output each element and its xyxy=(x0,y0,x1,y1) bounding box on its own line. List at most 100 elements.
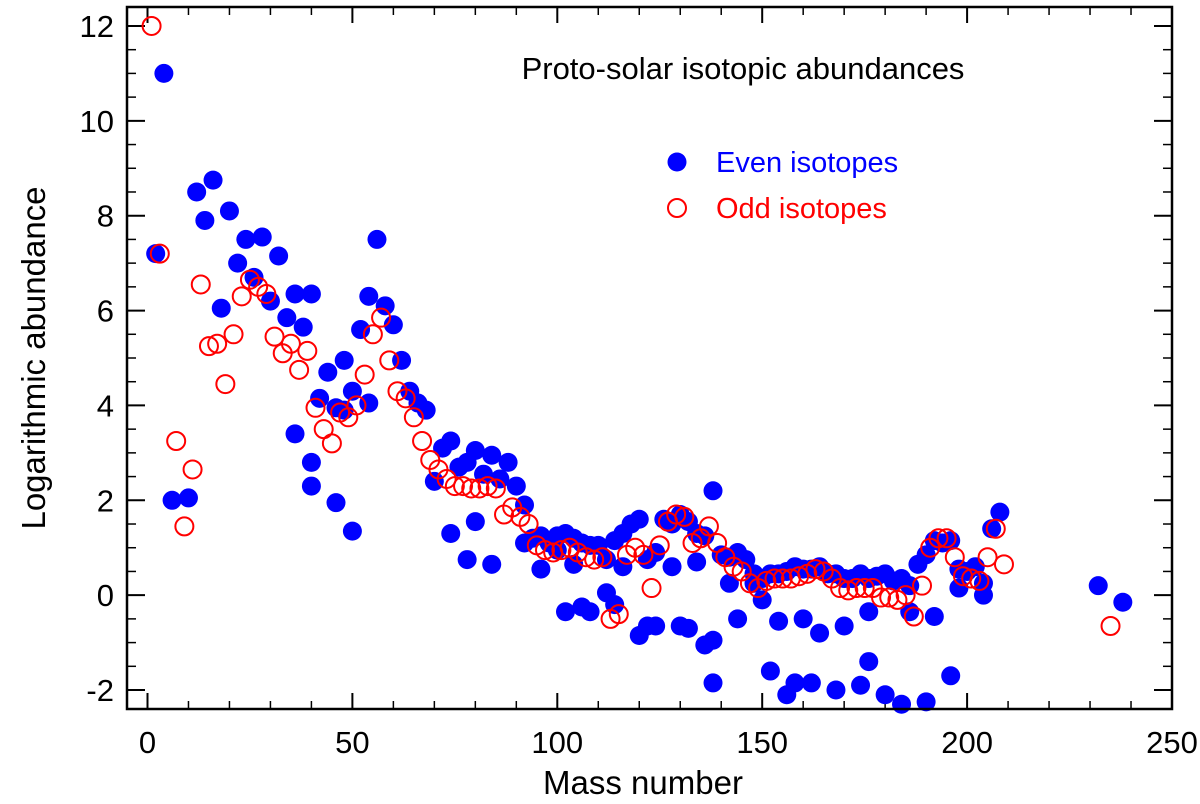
even-isotope-point xyxy=(834,616,854,636)
even-isotope-point xyxy=(228,253,248,273)
odd-isotope-point xyxy=(403,407,424,428)
even-isotope-point xyxy=(211,298,231,318)
odd-isotope-point xyxy=(993,554,1014,575)
odd-isotope-point xyxy=(895,585,916,606)
legend-odd-label: Odd isotopes xyxy=(716,193,887,225)
odd-isotope-point xyxy=(1100,615,1121,636)
even-isotope-point xyxy=(490,469,510,489)
odd-isotope-point xyxy=(608,604,629,625)
even-isotope-point xyxy=(285,284,305,304)
even-isotope-point xyxy=(293,317,313,337)
even-isotope-point xyxy=(646,616,666,636)
odd-isotope-point xyxy=(944,547,965,568)
even-isotope-point xyxy=(310,388,330,408)
even-isotope-point xyxy=(482,554,502,574)
even-isotope-point xyxy=(555,602,575,622)
even-isotope-point xyxy=(875,685,895,705)
even-isotope-point xyxy=(269,246,289,266)
even-isotope-point xyxy=(924,607,944,627)
x-axis-title: Mass number xyxy=(543,764,743,801)
odd-isotope-point xyxy=(846,578,867,599)
odd-isotope-point xyxy=(879,587,900,608)
even-isotope-point xyxy=(351,320,371,340)
even-isotope-point xyxy=(465,512,485,532)
odd-isotope-point xyxy=(469,478,490,499)
odd-isotope-point xyxy=(395,388,416,409)
odd-isotope-point xyxy=(551,540,572,561)
odd-isotope-point xyxy=(854,578,875,599)
odd-isotope-point xyxy=(977,547,998,568)
even-isotope-point xyxy=(203,170,223,190)
even-isotope-point xyxy=(441,524,461,543)
even-isotope-point xyxy=(154,63,174,83)
odd-isotope-point xyxy=(379,350,400,371)
y-tick-label: 0 xyxy=(97,578,114,613)
even-isotope-point xyxy=(916,692,936,712)
odd-isotope-point xyxy=(641,578,662,599)
even-isotope-point xyxy=(318,362,338,382)
even-isotope-point xyxy=(301,284,321,304)
even-isotope-point xyxy=(236,229,256,249)
even-isotope-point xyxy=(146,244,166,264)
odd-isotope-point xyxy=(592,547,613,568)
odd-isotope-point xyxy=(354,364,375,385)
even-isotope-point xyxy=(769,611,789,631)
odd-isotope-point xyxy=(838,580,859,601)
even-isotope-point xyxy=(892,694,912,714)
even-isotope-point xyxy=(187,182,207,202)
odd-isotope-point xyxy=(207,333,228,354)
even-isotope-point xyxy=(359,393,379,413)
even-isotope-point xyxy=(859,602,879,622)
odd-isotope-point xyxy=(928,528,949,549)
odd-isotope-point xyxy=(633,544,654,565)
odd-isotope-point xyxy=(764,568,785,589)
y-tick-label: 8 xyxy=(97,199,114,234)
even-isotope-point xyxy=(990,502,1010,522)
even-isotope-point xyxy=(613,557,633,577)
even-isotope-point xyxy=(326,493,346,513)
odd-isotope-point xyxy=(444,476,465,497)
even-isotope-point xyxy=(736,550,756,570)
odd-isotope-point xyxy=(666,504,687,525)
y-tick-label: -2 xyxy=(86,673,114,708)
even-isotope-point xyxy=(416,400,436,420)
odd-isotope-point xyxy=(575,547,596,568)
even-isotope-point xyxy=(703,481,723,501)
even-isotope-point xyxy=(982,519,1002,539)
odd-isotope-point xyxy=(789,566,810,587)
even-isotope-point xyxy=(334,350,354,370)
odd-isotope-point xyxy=(649,535,670,556)
even-isotope-point xyxy=(580,602,600,622)
odd-isotope-point xyxy=(903,606,924,627)
legend-even-marker xyxy=(667,152,687,172)
even-isotope-point xyxy=(375,296,395,316)
legend-odd-marker xyxy=(667,198,687,218)
even-isotope-point xyxy=(793,609,813,629)
even-isotope-point xyxy=(728,609,748,629)
even-isotope-point xyxy=(859,652,879,672)
even-isotope-point xyxy=(687,552,707,572)
odd-isotope-point xyxy=(362,324,383,345)
odd-isotope-point xyxy=(231,286,252,307)
even-isotope-point xyxy=(252,227,272,247)
odd-isotope-point xyxy=(289,359,310,380)
odd-isotope-point xyxy=(535,540,555,561)
even-isotope-point xyxy=(515,495,535,515)
odd-isotope-point xyxy=(969,570,990,591)
odd-isotope-point xyxy=(985,518,1006,539)
even-isotope-point xyxy=(301,452,321,472)
legend-even-label: Even isotopes xyxy=(716,147,898,179)
odd-isotope-point xyxy=(305,397,326,418)
odd-isotope-point xyxy=(256,283,277,304)
y-tick-label: 10 xyxy=(80,104,114,139)
even-isotope-point xyxy=(195,210,215,230)
even-isotope-point xyxy=(703,630,723,650)
even-isotope-point xyxy=(367,229,387,249)
even-isotope-point xyxy=(342,521,362,541)
odd-isotope-point xyxy=(149,243,170,264)
odd-isotope-point xyxy=(674,506,695,527)
odd-isotope-point xyxy=(698,516,719,537)
odd-isotope-point xyxy=(174,516,195,537)
even-isotope-point xyxy=(178,488,198,508)
